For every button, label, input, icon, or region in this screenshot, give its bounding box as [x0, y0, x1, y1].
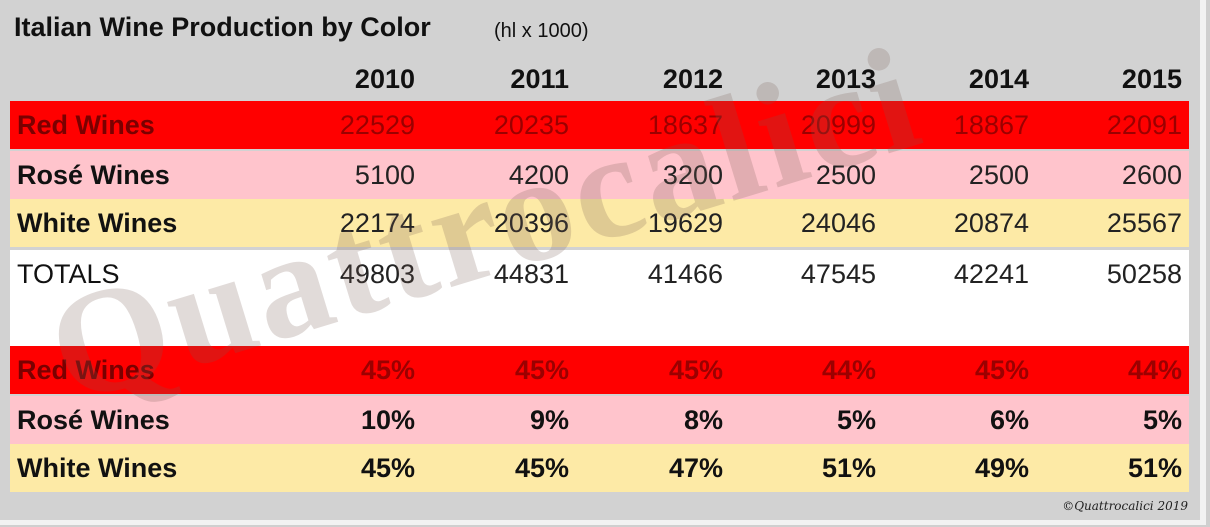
chart-title: Italian Wine Production by Color: [14, 12, 431, 42]
table-cell: 45%: [360, 453, 415, 483]
table-cell: 2600: [1121, 160, 1182, 190]
table-cell: 44%: [1127, 355, 1182, 385]
table-cell: 3200: [662, 160, 723, 190]
table-cell: 18867: [953, 110, 1029, 140]
year-header-2010: 2010: [354, 64, 415, 94]
year-header-2015: 2015: [1121, 64, 1182, 94]
table-cell: 45%: [974, 355, 1029, 385]
row-label: White Wines: [17, 208, 178, 238]
table-cell: 45%: [360, 355, 415, 385]
row-red-volume: Red Wines 22529 20235 18637 20999 18867 22091: [10, 101, 1189, 149]
row-rose-volume: Rosé Wines 5100 4200 3200 2500 2500 2600: [10, 151, 1189, 199]
table-cell: 20396: [493, 208, 569, 238]
table-cell: 50258: [1106, 259, 1182, 289]
row-white-share: White Wines 45% 45% 47% 51% 49% 51%: [10, 444, 1189, 492]
row-white-volume: White Wines 22174 20396 19629 24046 20874 2556…: [10, 199, 1189, 247]
table-cell: 51%: [821, 453, 876, 483]
table-cell: 22174: [339, 208, 415, 238]
table-cell: 47%: [668, 453, 723, 483]
table-cell: 6%: [989, 405, 1029, 435]
table-cell: 22091: [1106, 110, 1182, 140]
table-cell: 44%: [821, 355, 876, 385]
table-cell: 45%: [668, 355, 723, 385]
table-cell: 47545: [800, 259, 876, 289]
table-cell: 24046: [800, 208, 876, 238]
table-cell: 10%: [360, 405, 415, 435]
table-cell: 20999: [800, 110, 876, 140]
row-label: Red Wines: [17, 355, 155, 385]
table-cell: 20874: [953, 208, 1029, 238]
table-cell: 5100: [354, 160, 415, 190]
table-cell: 2500: [815, 160, 876, 190]
table-cell: 2500: [968, 160, 1029, 190]
table-cell: 22529: [339, 110, 415, 140]
table-cell: 45%: [514, 355, 569, 385]
table-cell: 8%: [683, 405, 723, 435]
row-totals: TOTALS 49803 44831 41466 47545 42241 50258: [10, 250, 1189, 298]
copyright-credit: ©Quattrocalici 2019: [1062, 499, 1188, 513]
table-cell: 5%: [1142, 405, 1182, 435]
table-cell: 42241: [953, 259, 1029, 289]
table-cell: 41466: [647, 259, 723, 289]
table-cell: 19629: [647, 208, 723, 238]
table-cell: 51%: [1127, 453, 1182, 483]
spacer-band: [10, 298, 1189, 346]
row-label: TOTALS: [17, 259, 120, 289]
table-cell: 49803: [339, 259, 415, 289]
table-cell: 4200: [508, 160, 569, 190]
table-cell: 44831: [493, 259, 569, 289]
row-label: Rosé Wines: [17, 405, 170, 435]
row-label: White Wines: [17, 453, 178, 483]
row-label: Red Wines: [17, 110, 155, 140]
table-cell: 5%: [836, 405, 876, 435]
year-header-2012: 2012: [662, 64, 723, 94]
row-label: Rosé Wines: [17, 160, 170, 190]
table-cell: 45%: [514, 453, 569, 483]
year-header-2011: 2011: [510, 64, 569, 94]
row-red-share: Red Wines 45% 45% 45% 44% 45% 44%: [10, 346, 1189, 394]
row-rose-share: Rosé Wines 10% 9% 8% 5% 6% 5%: [10, 396, 1189, 444]
chart-unit: (hl x 1000): [494, 20, 589, 42]
table-cell: 25567: [1106, 208, 1182, 238]
table-cell: 20235: [493, 110, 569, 140]
table-cell: 18637: [647, 110, 723, 140]
year-header-2013: 2013: [815, 64, 876, 94]
year-header-2014: 2014: [968, 64, 1029, 94]
table-cell: 49%: [974, 453, 1029, 483]
table-cell: 9%: [529, 405, 569, 435]
